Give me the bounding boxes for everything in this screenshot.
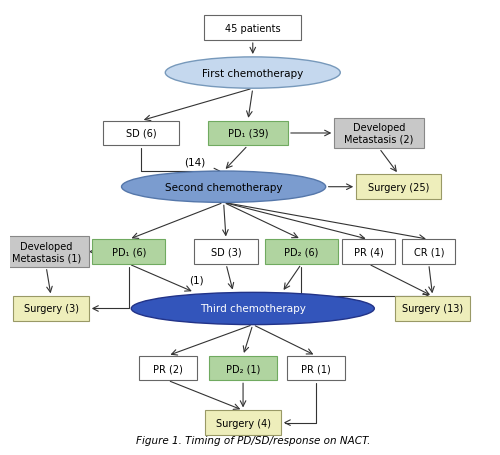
Text: Developed
Metastasis (1): Developed Metastasis (1) (12, 241, 81, 263)
Text: Surgery (13): Surgery (13) (402, 304, 463, 314)
Text: PD₁ (39): PD₁ (39) (228, 129, 268, 139)
FancyBboxPatch shape (334, 118, 424, 149)
FancyBboxPatch shape (138, 356, 197, 380)
Text: SD (3): SD (3) (210, 247, 242, 257)
Text: Surgery (4): Surgery (4) (216, 418, 270, 428)
Text: Second chemotherapy: Second chemotherapy (165, 182, 282, 192)
Text: PR (2): PR (2) (153, 363, 182, 373)
FancyBboxPatch shape (356, 175, 441, 200)
Ellipse shape (132, 293, 374, 325)
Text: PR (1): PR (1) (301, 363, 331, 373)
Text: PD₂ (1): PD₂ (1) (226, 363, 260, 373)
Text: 45 patients: 45 patients (225, 24, 280, 34)
Text: (1): (1) (190, 275, 204, 285)
Text: Figure 1. Timing of PD/SD/response on NACT.: Figure 1. Timing of PD/SD/response on NA… (136, 435, 370, 445)
FancyBboxPatch shape (204, 16, 302, 41)
FancyBboxPatch shape (209, 356, 277, 380)
Text: Third chemotherapy: Third chemotherapy (200, 304, 306, 314)
FancyBboxPatch shape (14, 297, 88, 321)
Text: CR (1): CR (1) (414, 247, 444, 257)
FancyBboxPatch shape (265, 240, 338, 264)
FancyBboxPatch shape (4, 237, 88, 267)
Text: PR (4): PR (4) (354, 247, 384, 257)
Ellipse shape (122, 172, 326, 203)
Text: (14): (14) (184, 157, 205, 167)
FancyBboxPatch shape (395, 297, 470, 321)
FancyBboxPatch shape (104, 121, 178, 146)
Text: PD₁ (6): PD₁ (6) (112, 247, 146, 257)
Text: Developed
Metastasis (2): Developed Metastasis (2) (344, 123, 414, 145)
FancyBboxPatch shape (208, 121, 288, 146)
Text: Surgery (3): Surgery (3) (24, 304, 78, 314)
Ellipse shape (166, 58, 340, 89)
FancyBboxPatch shape (342, 240, 395, 264)
FancyBboxPatch shape (402, 240, 456, 264)
Text: First chemotherapy: First chemotherapy (202, 68, 304, 78)
FancyBboxPatch shape (206, 410, 281, 435)
Text: Surgery (25): Surgery (25) (368, 182, 430, 192)
Text: PD₂ (6): PD₂ (6) (284, 247, 318, 257)
FancyBboxPatch shape (92, 240, 166, 264)
Text: SD (6): SD (6) (126, 129, 156, 139)
FancyBboxPatch shape (287, 356, 345, 380)
FancyBboxPatch shape (194, 240, 258, 264)
